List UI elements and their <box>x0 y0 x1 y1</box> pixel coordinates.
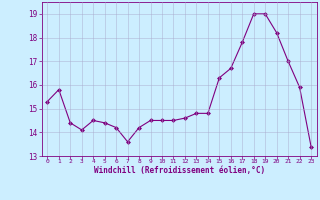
X-axis label: Windchill (Refroidissement éolien,°C): Windchill (Refroidissement éolien,°C) <box>94 166 265 175</box>
